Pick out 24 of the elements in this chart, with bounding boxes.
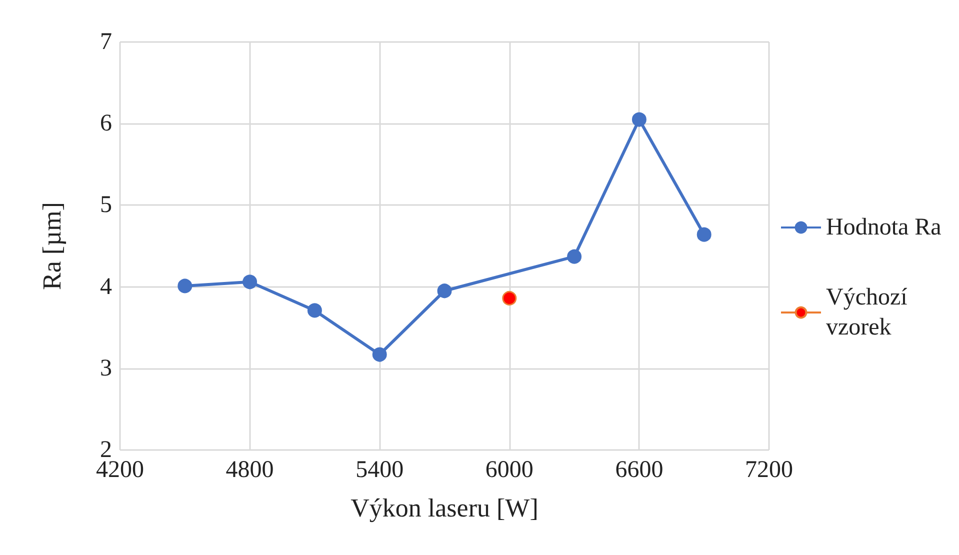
point <box>178 278 192 294</box>
y-tick-label: 7 <box>100 29 112 55</box>
x-tick-label: 4200 <box>96 457 144 483</box>
point <box>437 284 452 298</box>
legend-label: Hodnota Ra <box>826 214 942 240</box>
x-tick-label: 4800 <box>226 457 274 483</box>
legend-label: Výchozí vzorek <box>826 284 914 340</box>
point <box>242 274 258 290</box>
point <box>502 290 517 306</box>
point <box>307 303 322 318</box>
point <box>372 347 387 362</box>
point <box>632 112 646 127</box>
point <box>696 227 712 242</box>
y-axis-title: Ra [µm] <box>38 202 66 290</box>
x-tick-label: 6000 <box>485 457 534 483</box>
y-tick-label: 6 <box>100 110 112 137</box>
x-tick-label: 6600 <box>615 457 664 483</box>
x-tick-label: 7200 <box>745 457 793 483</box>
point <box>567 249 582 264</box>
y-tick-label: 5 <box>100 192 112 218</box>
y-tick-label: 3 <box>100 355 112 382</box>
x-axis-title: Výkon laseru [W] <box>350 494 538 522</box>
y-tick-label: 4 <box>100 274 112 300</box>
x-tick-label: 5400 <box>356 457 404 483</box>
